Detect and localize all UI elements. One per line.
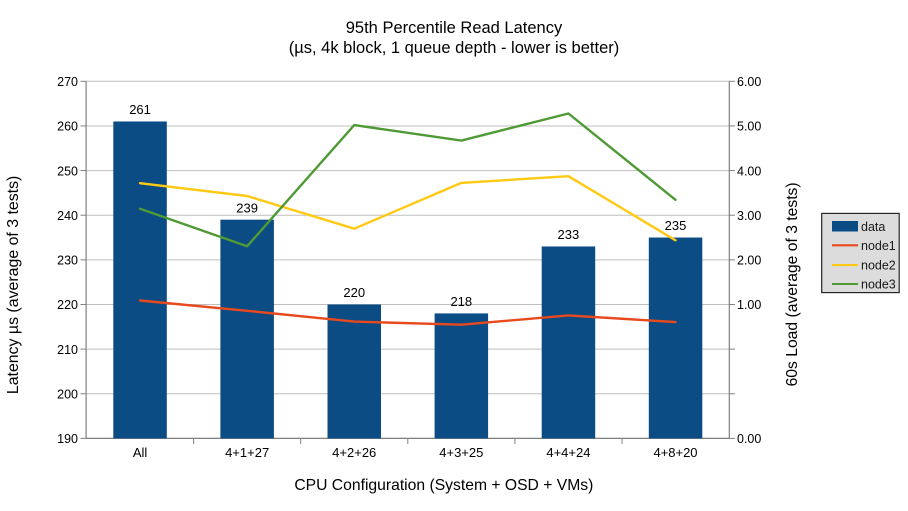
svg-text:node1: node1 — [861, 239, 896, 253]
svg-text:CPU Configuration (System + OS: CPU Configuration (System + OSD + VMs) — [294, 477, 593, 494]
svg-text:5.00: 5.00 — [737, 120, 761, 134]
svg-text:200: 200 — [57, 387, 78, 401]
svg-text:220: 220 — [57, 298, 78, 312]
svg-text:239: 239 — [236, 200, 258, 215]
svg-text:4+3+25: 4+3+25 — [439, 445, 483, 460]
svg-text:4+2+26: 4+2+26 — [332, 445, 376, 460]
svg-text:235: 235 — [665, 218, 687, 233]
svg-text:node3: node3 — [861, 278, 896, 292]
svg-text:data: data — [861, 220, 885, 234]
svg-text:Latency µs (average of 3 tests: Latency µs (average of 3 tests) — [5, 176, 22, 395]
svg-text:190: 190 — [57, 432, 78, 446]
svg-text:1.00: 1.00 — [737, 298, 761, 312]
svg-text:261: 261 — [129, 102, 151, 117]
svg-text:218: 218 — [450, 294, 472, 309]
svg-text:4+8+20: 4+8+20 — [653, 445, 697, 460]
svg-text:3.00: 3.00 — [737, 209, 761, 223]
svg-text:6.00: 6.00 — [737, 75, 761, 89]
svg-text:220: 220 — [343, 285, 365, 300]
svg-text:4+1+27: 4+1+27 — [225, 445, 269, 460]
svg-text:4+4+24: 4+4+24 — [546, 445, 590, 460]
svg-text:260: 260 — [57, 120, 78, 134]
svg-text:60s Load (average of 3 tests): 60s Load (average of 3 tests) — [784, 182, 801, 386]
svg-text:0.00: 0.00 — [737, 432, 761, 446]
svg-text:2.00: 2.00 — [737, 254, 761, 268]
svg-text:250: 250 — [57, 164, 78, 178]
svg-text:210: 210 — [57, 343, 78, 357]
svg-text:230: 230 — [57, 254, 78, 268]
svg-text:240: 240 — [57, 209, 78, 223]
svg-text:270: 270 — [57, 75, 78, 89]
svg-text:233: 233 — [558, 227, 580, 242]
svg-text:All: All — [133, 445, 148, 460]
svg-text:node2: node2 — [861, 259, 896, 273]
svg-text:4.00: 4.00 — [737, 164, 761, 178]
